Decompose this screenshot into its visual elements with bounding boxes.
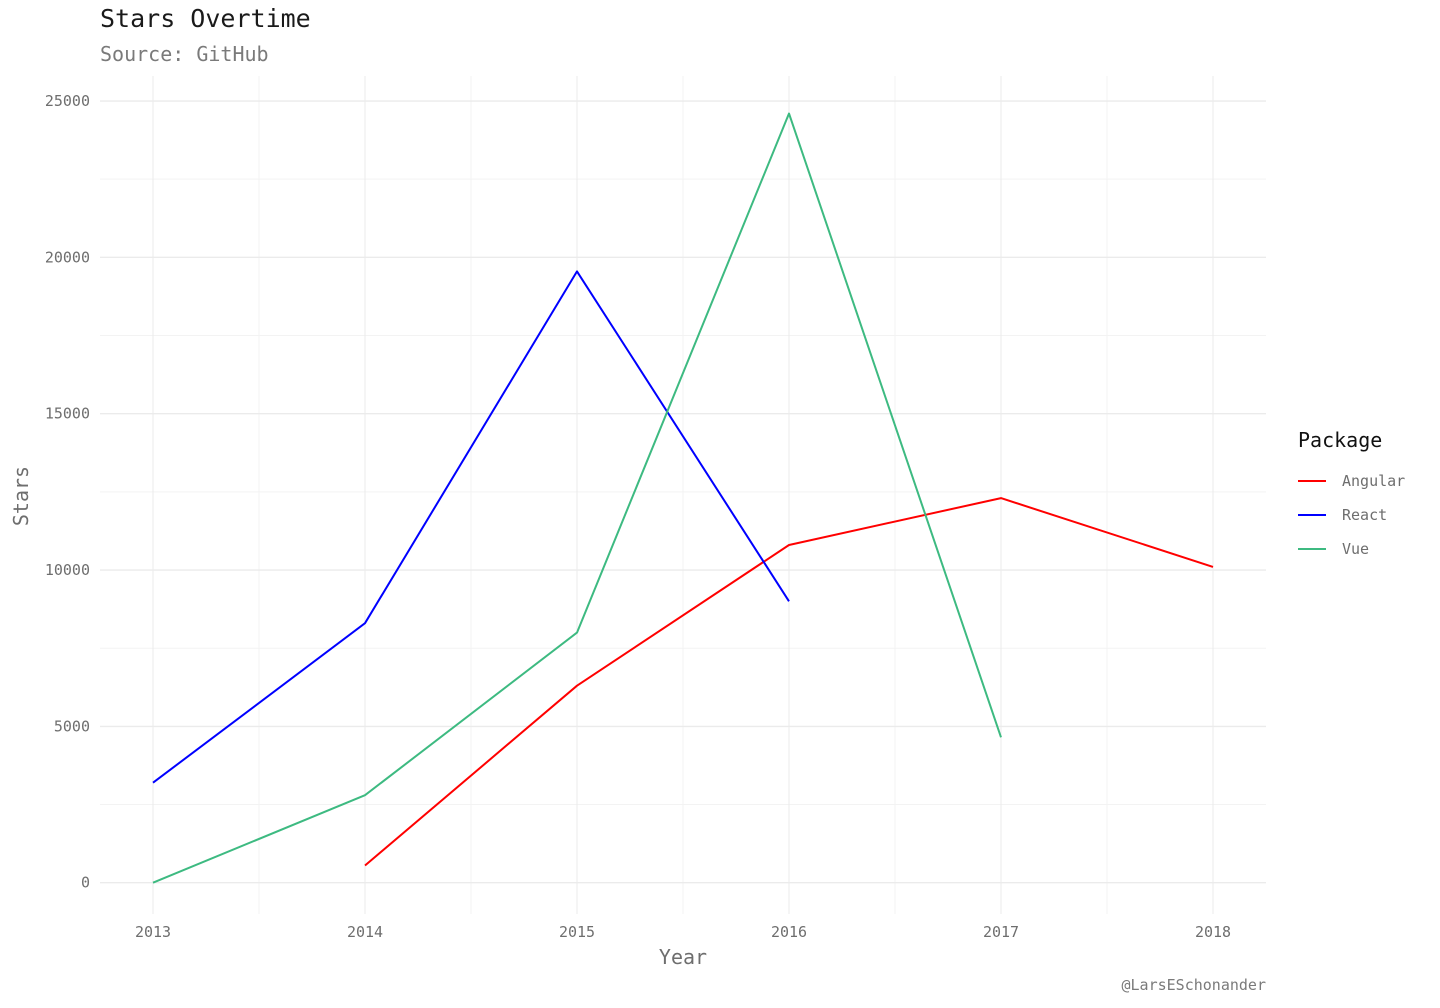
x-tick-label: 2016: [771, 923, 807, 941]
chart-title: Stars Overtime: [100, 4, 311, 33]
y-axis-title: Stars: [9, 466, 33, 526]
y-tick-label: 25000: [45, 92, 90, 110]
tick-labels: 2013 2014 2015 2016 2017 2018 0 5000 10000 15000 2…: [45, 92, 1231, 941]
series-lines: [152, 112, 1214, 884]
legend-title: Package: [1298, 428, 1383, 452]
y-tick-label: 5000: [54, 717, 90, 735]
y-tick-label: 10000: [45, 561, 90, 579]
series-line-vue: [152, 112, 1002, 884]
y-tick-label: 0: [81, 874, 90, 892]
major-gridlines: [100, 76, 1266, 914]
legend-key-react: [1298, 514, 1326, 516]
legend-item-vue: Vue: [1298, 532, 1438, 566]
legend: Package Angular React Vue: [1298, 428, 1438, 566]
chart-caption: @LarsESchonander: [1121, 976, 1267, 994]
x-tick-label: 2015: [559, 923, 595, 941]
x-axis-title: Year: [659, 945, 707, 969]
series-line-react: [152, 270, 790, 784]
legend-label-react: React: [1342, 506, 1388, 524]
legend-label-vue: Vue: [1342, 540, 1370, 558]
x-tick-label: 2014: [347, 923, 383, 941]
x-tick-label: 2017: [983, 923, 1019, 941]
x-tick-label: 2018: [1195, 923, 1231, 941]
legend-item-angular: Angular: [1298, 464, 1438, 498]
legend-label-angular: Angular: [1342, 472, 1406, 490]
x-tick-label: 2013: [135, 923, 171, 941]
legend-item-react: React: [1298, 498, 1438, 532]
y-tick-label: 15000: [45, 405, 90, 423]
y-tick-label: 20000: [45, 248, 90, 266]
legend-key-vue: [1298, 548, 1326, 550]
minor-gridlines: [100, 76, 1266, 914]
legend-key-angular: [1298, 480, 1326, 482]
chart-subtitle: Source: GitHub: [100, 42, 269, 66]
series-line-angular: [364, 497, 1214, 867]
